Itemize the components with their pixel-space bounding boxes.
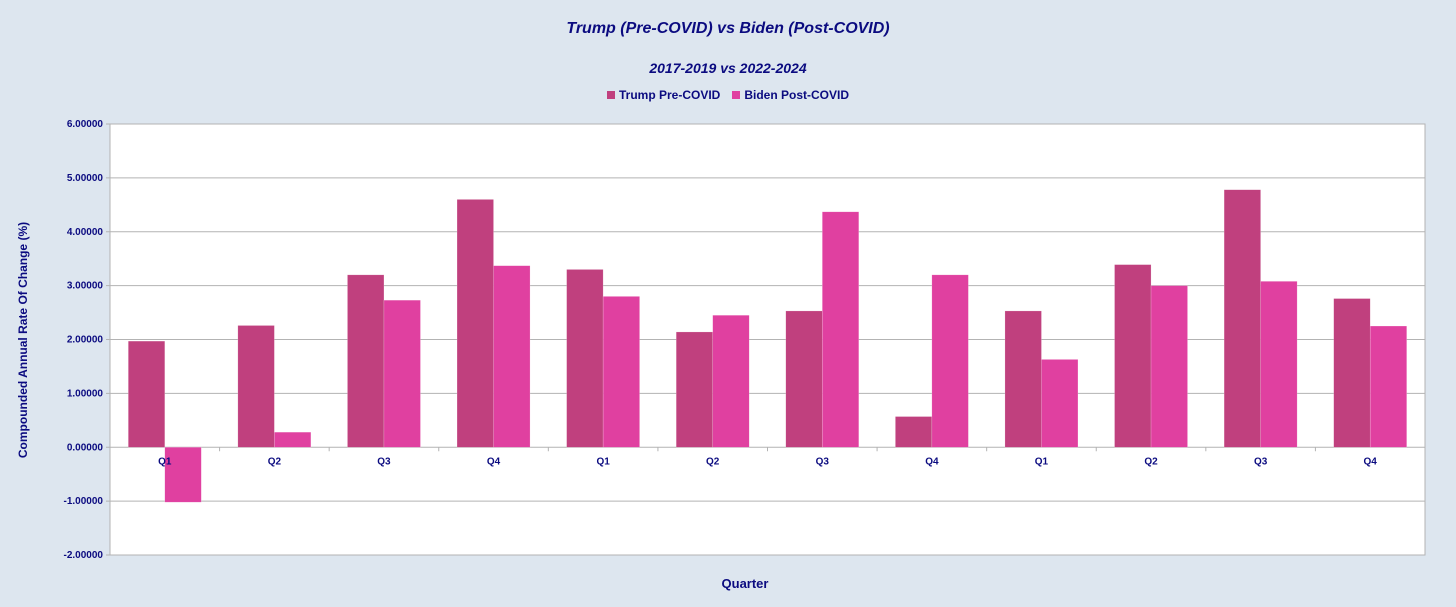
bar-trump xyxy=(895,416,933,448)
y-tick-label: 6.00000 xyxy=(67,119,104,130)
legend-item-trump: Trump Pre-COVID xyxy=(606,88,721,102)
x-tick-label: Q1 xyxy=(158,456,172,467)
y-axis-label: Compounded Annual Rate Of Change (%) xyxy=(16,222,30,458)
y-tick-label: -1.00000 xyxy=(64,496,104,507)
y-tick-label: 5.00000 xyxy=(67,173,104,184)
bar-biden xyxy=(931,274,969,448)
bar-trump xyxy=(1223,189,1261,448)
bar-trump xyxy=(128,340,166,448)
chart-title: Trump (Pre-COVID) vs Biden (Post-COVID) xyxy=(566,20,890,37)
bar-biden xyxy=(712,315,750,448)
bar-biden xyxy=(1369,325,1407,448)
bar-trump xyxy=(785,310,823,448)
bar-biden xyxy=(602,296,640,448)
x-tick-label: Q3 xyxy=(1254,456,1268,467)
legend: Trump Pre-COVID Biden Post-COVID xyxy=(0,88,1456,102)
legend-item-biden: Biden Post-COVID xyxy=(732,88,849,102)
bar-biden xyxy=(493,265,531,448)
x-tick-label: Q1 xyxy=(1035,456,1049,467)
x-tick-label: Q2 xyxy=(268,456,282,467)
tick-labels: 6.00000 5.00000 4.00000 3.00000 2.00000 1.000… xyxy=(64,119,1378,561)
legend-label-trump: Trump Pre-COVID xyxy=(618,88,721,102)
bar-trump xyxy=(566,269,604,448)
bar-trump xyxy=(1333,298,1371,448)
x-tick-label: Q2 xyxy=(1144,456,1158,467)
y-tick-label: 0.00000 xyxy=(67,442,104,453)
bar-biden xyxy=(164,447,202,503)
x-tick-label: Q4 xyxy=(487,456,501,467)
legend-label-biden: Biden Post-COVID xyxy=(744,88,850,102)
x-tick-label: Q4 xyxy=(925,456,939,467)
legend-swatch-trump xyxy=(606,91,615,99)
x-tick-label: Q2 xyxy=(706,456,720,467)
chart-subtitle: 2017-2019 vs 2022-2024 xyxy=(649,60,807,76)
y-tick-label: 4.00000 xyxy=(67,227,104,238)
bars xyxy=(128,189,1407,503)
legend-swatch-biden xyxy=(732,91,741,99)
bar-biden xyxy=(1041,359,1079,448)
x-tick-label: Q1 xyxy=(596,456,610,467)
y-tick-label: 1.00000 xyxy=(67,388,104,399)
x-tick-label: Q4 xyxy=(1364,456,1378,467)
y-tick-label: 3.00000 xyxy=(67,281,104,292)
y-tick-label: -2.00000 xyxy=(64,550,104,561)
bar-trump xyxy=(1004,310,1042,448)
grid-lines xyxy=(106,123,1425,556)
x-tick-label: Q3 xyxy=(816,456,830,467)
bar-trump xyxy=(1114,264,1152,448)
y-tick-label: 2.00000 xyxy=(67,335,104,346)
bar-trump xyxy=(237,325,275,448)
bar-biden xyxy=(822,211,860,448)
x-tick-label: Q3 xyxy=(377,456,391,467)
bar-biden xyxy=(383,299,421,448)
bar-biden xyxy=(1150,285,1188,448)
bar-trump xyxy=(347,274,385,448)
bar-trump xyxy=(675,331,713,448)
x-axis-label: Quarter xyxy=(722,576,769,591)
bar-biden xyxy=(1260,281,1298,448)
bar-trump xyxy=(456,199,494,448)
bar-biden xyxy=(274,431,312,448)
